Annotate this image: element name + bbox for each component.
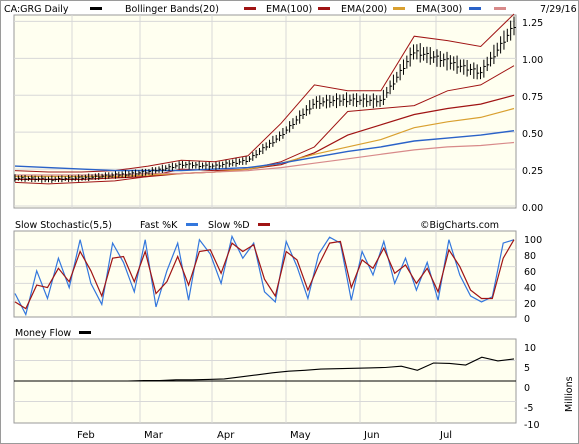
bollinger-upper-line [14,13,515,173]
ema200-legend-swatch [393,7,405,10]
ema300-legend-swatch [469,7,481,10]
ema100-legend-label: EMA(100) [266,4,312,15]
x-month-label: May [290,430,311,441]
price-ytick: 0.25 [522,166,543,177]
price-ytick: 1.00 [522,55,543,66]
watermark: ©BigCharts.com [420,220,499,231]
ema300-legend-label: EMA(300) [416,4,462,15]
ema200-legend-label: EMA(200) [341,4,387,15]
x-month-label: Apr [217,430,235,441]
slowd-legend-label: Slow %D [208,220,250,231]
stoch-ytick: 40 [524,283,536,294]
mf-ytick: 10 [524,343,536,354]
x-month-label: Feb [77,430,95,441]
mf-ytick: 5 [524,363,530,374]
price-ytick: 1.25 [522,18,543,29]
price-ytick: 0.00 [522,203,543,214]
chart-date: 7/29/16 [540,4,577,15]
mf-ytick: -10 [524,420,540,431]
price-title: CA:GRG Daily [4,4,69,15]
stoch-title: Slow Stochastic(5,5) [15,220,112,231]
fastk-legend-swatch [186,223,198,226]
price-legend-swatch [90,7,102,10]
moneyflow-legend-swatch [79,331,91,334]
ema100-line [15,94,515,180]
stoch-ytick: 100 [524,235,542,246]
stoch-ytick: 0 [524,314,530,325]
bollinger-legend-label: Bollinger Bands(20) [125,4,219,15]
price-ytick: 0.75 [522,92,543,103]
bollinger-legend-swatch [244,7,256,10]
fastk-legend-label: Fast %K [140,220,178,231]
slowd-line [14,239,515,310]
x-month-label: Mar [144,430,164,441]
series-layer [14,13,516,382]
stoch-ytick: 60 [524,267,536,278]
price-ytick: 0.50 [522,129,543,140]
stoch-ytick: 80 [524,251,536,262]
stoch-ytick: 20 [524,299,536,310]
grid-lines [14,15,516,423]
mf-ytick: 0 [524,383,530,394]
x-month-label: Jul [439,430,452,441]
slowd-legend-swatch [258,223,270,226]
ema300-line [14,130,515,172]
mf-ytick: -5 [524,403,533,414]
ema300b-line [15,141,515,176]
moneyflow-title: Money Flow [15,328,71,339]
ema200-line [15,107,515,178]
mf-unit-label: Millions [564,376,575,412]
stoch-plot-area [13,230,517,318]
x-month-label: Jun [363,430,380,441]
moneyflow-line [15,356,515,382]
ema100-legend-swatch [318,7,330,10]
ema300b-legend-swatch [494,7,506,10]
